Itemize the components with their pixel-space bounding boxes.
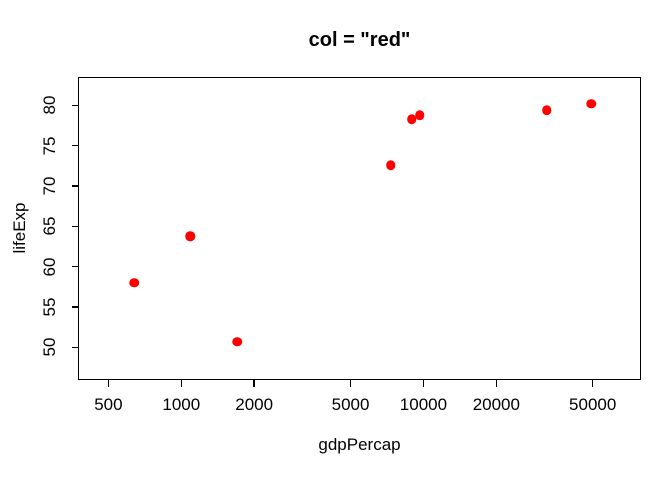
x-tick-mark — [253, 379, 255, 387]
x-axis-label: gdpPercap — [318, 435, 401, 454]
data-point — [385, 160, 396, 170]
plot-area — [78, 77, 641, 380]
y-tick-label: 80 — [40, 95, 59, 115]
chart-title: col = "red" — [308, 29, 411, 51]
x-tick-label: 5000 — [331, 395, 370, 414]
x-tick-mark — [591, 379, 594, 387]
y-tick-mark — [71, 104, 79, 107]
x-tick-mark — [349, 379, 352, 387]
x-tick-mark — [422, 379, 425, 387]
data-point — [407, 114, 417, 124]
x-tick-label: 1000 — [162, 395, 201, 414]
y-tick-mark — [71, 225, 79, 228]
y-axis-label: lifeExp — [10, 202, 29, 254]
data-point — [129, 278, 140, 288]
x-tick-mark — [180, 379, 183, 387]
x-tick-mark — [107, 379, 110, 387]
data-point — [232, 336, 242, 347]
y-tick-mark — [71, 185, 79, 187]
data-point — [586, 99, 597, 109]
x-tick-label: 20000 — [472, 395, 520, 414]
y-tick-mark — [71, 265, 79, 268]
data-point — [414, 110, 425, 120]
data-point — [541, 105, 552, 115]
x-tick-label: 50000 — [569, 395, 617, 414]
y-tick-mark — [71, 144, 79, 147]
x-tick-mark — [495, 379, 498, 387]
data-point — [185, 231, 196, 241]
y-tick-mark — [71, 346, 79, 348]
x-tick-label: 500 — [94, 395, 123, 414]
y-tick-mark — [71, 306, 79, 308]
x-tick-label: 10000 — [399, 395, 448, 414]
x-tick-label: 2000 — [235, 395, 274, 414]
